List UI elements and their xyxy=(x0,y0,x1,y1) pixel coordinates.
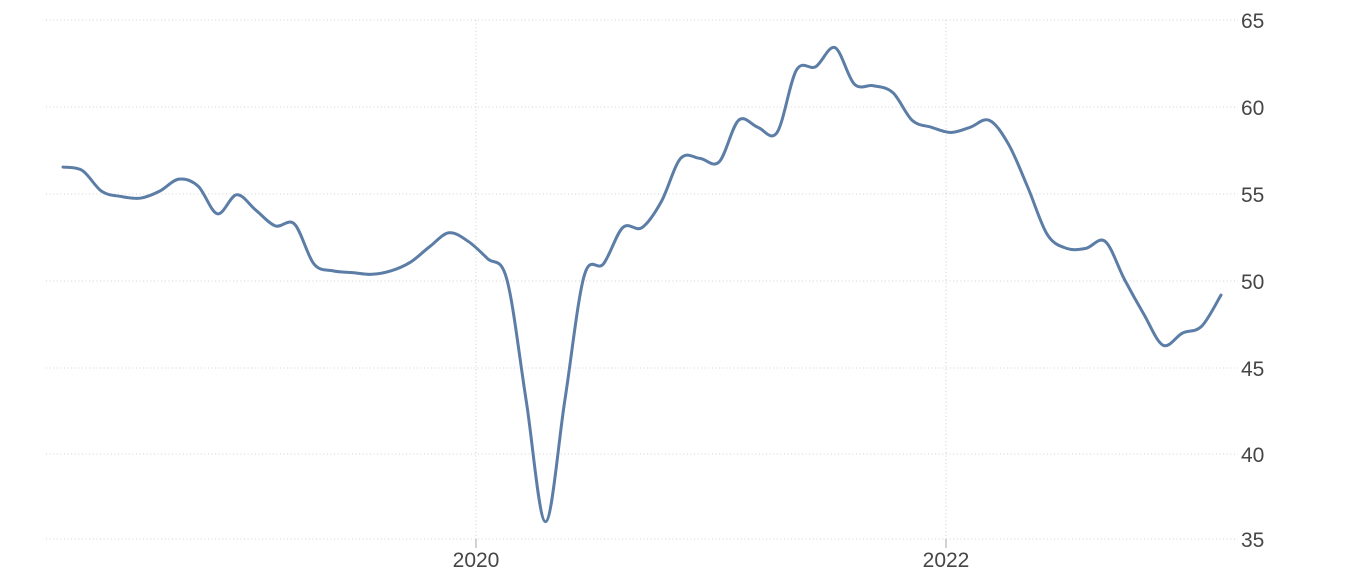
svg-text:50: 50 xyxy=(1241,271,1264,294)
svg-text:2020: 2020 xyxy=(453,549,500,572)
svg-text:55: 55 xyxy=(1241,184,1264,207)
svg-text:2022: 2022 xyxy=(923,549,970,572)
svg-text:65: 65 xyxy=(1241,10,1264,33)
svg-text:60: 60 xyxy=(1241,97,1264,120)
svg-text:35: 35 xyxy=(1241,529,1264,552)
svg-text:40: 40 xyxy=(1241,444,1264,467)
svg-text:45: 45 xyxy=(1241,358,1264,381)
